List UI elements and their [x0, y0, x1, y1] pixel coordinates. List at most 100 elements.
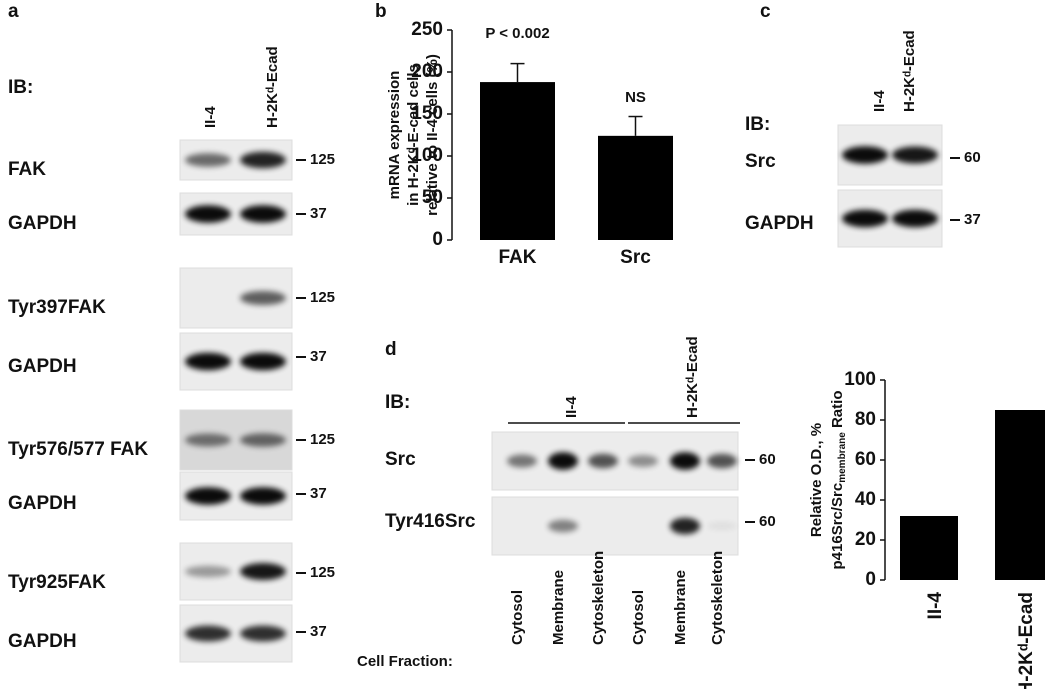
x-tick-label: H-2Kᵈ-Ecad — [1016, 592, 1037, 689]
mw-label: 125 — [310, 564, 335, 581]
x-tick-label: FAK — [499, 247, 537, 268]
mw-label: 60 — [964, 149, 981, 166]
blot-label: Tyr576/577 FAK — [8, 439, 148, 460]
band — [185, 352, 231, 371]
panel-letter: d — [385, 339, 397, 360]
y-tick-label: 200 — [411, 61, 443, 82]
y-tick-label: 80 — [855, 409, 876, 430]
mw-label: 60 — [759, 513, 776, 530]
ib-label: IB: — [8, 77, 33, 98]
fraction-label: Membrane — [672, 570, 689, 645]
mw-label: 37 — [310, 485, 327, 502]
band — [628, 455, 658, 467]
bar — [598, 135, 673, 240]
band — [240, 487, 286, 505]
lane-label: II-4 — [202, 106, 219, 128]
band — [892, 209, 938, 228]
blot-label: GAPDH — [745, 213, 814, 234]
band — [707, 453, 737, 469]
y-tick-label: 150 — [411, 103, 443, 124]
ib-label: IB: — [745, 114, 770, 135]
bar — [995, 410, 1045, 580]
band — [892, 146, 938, 164]
blot-label: GAPDH — [8, 493, 77, 514]
y-axis-label: in H-2Kᵈ-E-cad cells — [405, 64, 422, 206]
band — [240, 151, 286, 169]
blot-label: GAPDH — [8, 356, 77, 377]
fraction-label: Cytoskeleton — [590, 551, 607, 645]
panel-letter: b — [375, 1, 387, 22]
blot-label: Src — [745, 151, 776, 172]
blot-label: GAPDH — [8, 213, 77, 234]
band — [507, 454, 537, 468]
y-tick-label: 250 — [411, 19, 443, 40]
bar — [900, 516, 958, 580]
mw-label: 125 — [310, 151, 335, 168]
band — [842, 146, 888, 164]
band — [185, 625, 231, 642]
mw-label: 125 — [310, 289, 335, 306]
fraction-label: Cytosol — [509, 590, 526, 645]
y-axis-label: mRNA expression — [386, 71, 403, 200]
y-tick-label: 100 — [411, 145, 443, 166]
x-tick-label: Src — [620, 247, 651, 268]
ib-label: IB: — [385, 392, 410, 413]
y-tick-label: 0 — [432, 229, 443, 250]
y-tick-label: 100 — [844, 369, 876, 390]
band — [548, 452, 578, 470]
band — [185, 153, 231, 167]
band — [670, 517, 700, 535]
band — [185, 487, 231, 505]
y-tick-label: 60 — [855, 449, 876, 470]
band — [240, 205, 286, 223]
panel-letter: a — [8, 1, 19, 22]
y-axis-label: p416Src/Srcmembrane Ratio — [829, 391, 848, 570]
panel-letter: c — [760, 1, 771, 22]
fraction-title: Cell Fraction: — [357, 653, 453, 670]
lane-label: II-4 — [871, 90, 888, 112]
blot-label: Tyr397FAK — [8, 297, 106, 318]
mw-label: 60 — [759, 451, 776, 468]
annotation: P < 0.002 — [485, 25, 549, 42]
blot-label: Tyr925FAK — [8, 572, 106, 593]
y-tick-label: 20 — [855, 529, 876, 550]
y-tick-label: 40 — [855, 489, 876, 510]
y-axis-label: Relative O.D., % — [808, 423, 825, 537]
blot — [491, 496, 739, 556]
blot-label: Src — [385, 449, 416, 470]
fraction-label: Cytosol — [630, 590, 647, 645]
blot-label: Tyr416Src — [385, 511, 476, 532]
mw-label: 37 — [964, 211, 981, 228]
mw-label: 37 — [310, 348, 327, 365]
band — [707, 521, 737, 531]
band — [185, 433, 231, 447]
band — [185, 565, 231, 578]
fraction-label: Cytoskeleton — [709, 551, 726, 645]
lane-label: H-2Kᵈ-Ecad — [264, 46, 281, 128]
group-label: II-4 — [563, 396, 580, 418]
band — [588, 453, 618, 469]
mw-label: 37 — [310, 623, 327, 640]
blot-label: GAPDH — [8, 631, 77, 652]
x-tick-label: II-4 — [925, 592, 946, 620]
y-axis-label: relative to II-4 cells (%) — [424, 54, 441, 216]
y-label-sub: membrane — [837, 432, 848, 483]
blot-label: FAK — [8, 159, 46, 180]
band — [670, 452, 700, 470]
band — [240, 291, 286, 305]
band — [185, 205, 231, 223]
band — [240, 352, 286, 371]
mw-label: 37 — [310, 205, 327, 222]
band — [548, 519, 578, 533]
y-tick-label: 0 — [865, 569, 876, 590]
y-tick-label: 50 — [422, 187, 443, 208]
band — [240, 433, 286, 447]
y-label-part: Ratio — [829, 391, 846, 433]
bar — [480, 82, 555, 240]
band — [842, 209, 888, 228]
annotation: NS — [625, 89, 646, 106]
band — [240, 563, 286, 580]
group-label: H-2Kᵈ-Ecad — [684, 336, 701, 418]
band — [240, 625, 286, 642]
